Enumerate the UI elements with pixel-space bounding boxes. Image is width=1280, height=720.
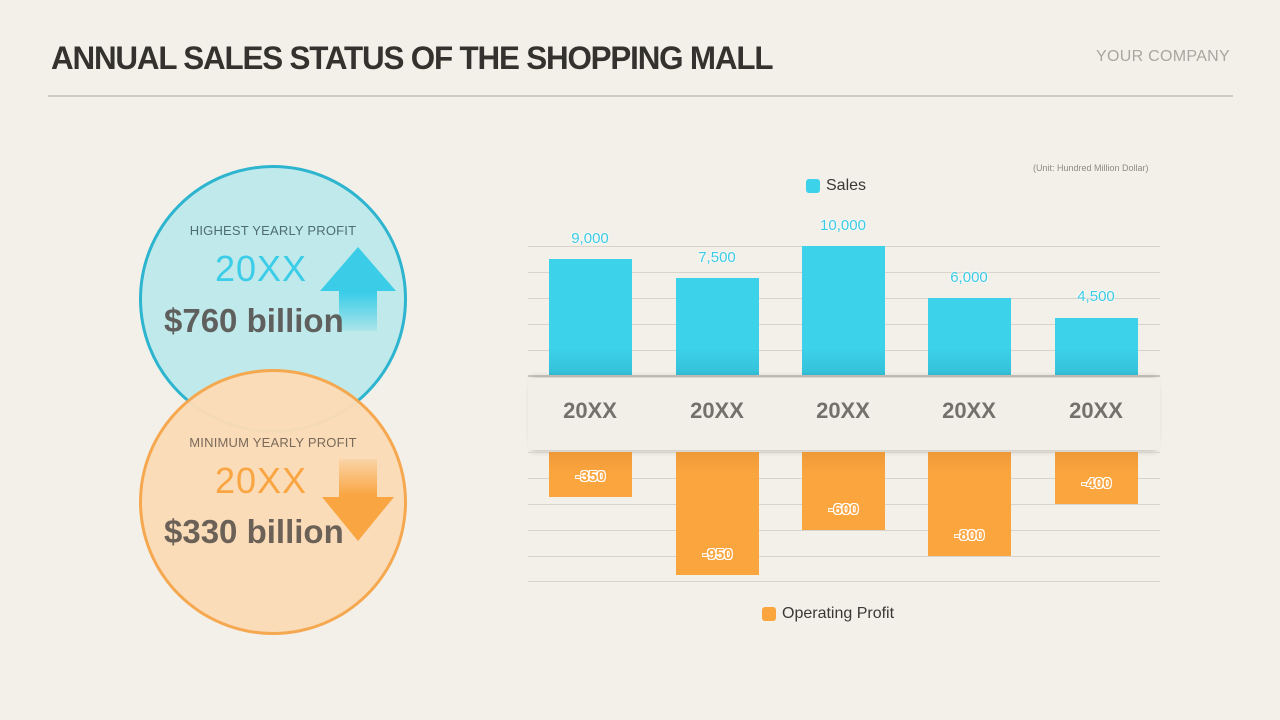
minimum-profit-label: MINIMUM YEARLY PROFIT: [189, 435, 357, 450]
category-label: 20XX: [816, 398, 870, 423]
legend-sales: Sales: [806, 177, 866, 195]
grid-line: [528, 581, 1160, 582]
legend-operating-profit: Operating Profit: [762, 605, 894, 623]
profit-bar-3[interactable]: [802, 452, 885, 530]
sales-bar-4[interactable]: [928, 298, 1011, 376]
sales-bar-3[interactable]: [802, 246, 885, 376]
arrow-down-icon: [322, 459, 394, 541]
category-label: 20XX: [1069, 398, 1123, 423]
minimum-profit-year: 20XX: [214, 460, 308, 501]
sales-bar-2[interactable]: [676, 278, 759, 376]
highest-profit-label: HIGHEST YEARLY PROFIT: [189, 223, 357, 238]
chart-unit-note: (Unit: Hundred Million Dollar): [1033, 163, 1149, 173]
grid-line: [528, 530, 1160, 531]
profit-bar-1[interactable]: [549, 452, 632, 497]
header-divider: [48, 95, 1233, 97]
sales-value-label: 7,500: [698, 249, 736, 266]
page-title: ANNUAL SALES STATUS OF THE SHOPPING MALL: [51, 40, 773, 76]
legend-profit-label: Operating Profit: [782, 605, 895, 622]
category-label: 20XX: [690, 398, 744, 423]
sales-bar-1[interactable]: [549, 259, 632, 376]
sales-value-label: 9,000: [571, 230, 609, 247]
sales-value-label: 4,500: [1077, 288, 1115, 305]
profit-bar-4[interactable]: [928, 452, 1011, 556]
profit-bar-2[interactable]: [676, 452, 759, 575]
legend-sales-label: Sales: [826, 177, 867, 194]
category-band: [528, 378, 1160, 450]
legend-profit-swatch: [762, 607, 776, 621]
minimum-profit-value: $330 billion: [164, 513, 344, 550]
company-name: YOUR COMPANY: [1096, 48, 1230, 65]
profit-bar-5[interactable]: [1055, 452, 1138, 504]
arrow-up-icon: [320, 247, 396, 331]
sales-value-label: 6,000: [950, 269, 988, 286]
grid-line: [528, 556, 1160, 557]
legend-sales-swatch: [806, 179, 820, 193]
category-label: 20XX: [563, 398, 617, 423]
highest-profit-value: $760 billion: [164, 302, 344, 339]
category-label: 20XX: [942, 398, 996, 423]
sales-bar-5[interactable]: [1055, 318, 1138, 376]
sales-value-label: 10,000: [820, 217, 866, 234]
highest-profit-year: 20XX: [214, 248, 308, 289]
